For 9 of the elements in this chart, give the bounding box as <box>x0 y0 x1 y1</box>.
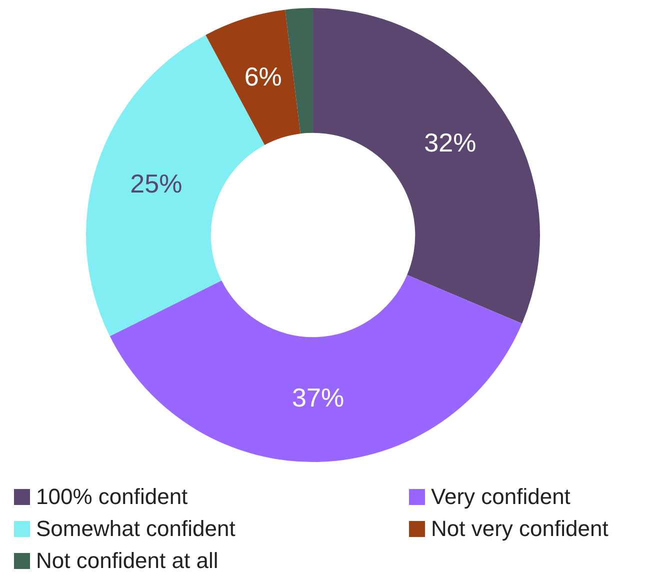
legend-label: 100% confident <box>36 484 188 510</box>
data-label: 6% <box>244 61 282 92</box>
legend-label: Very confident <box>431 484 570 510</box>
data-label: 25% <box>130 168 182 198</box>
legend-label: Not very confident <box>431 516 608 542</box>
data-label: 37% <box>292 382 344 413</box>
legend-label: Not confident at all <box>36 548 218 574</box>
legend-label: Somewhat confident <box>36 516 236 542</box>
data-label: 32% <box>424 127 476 158</box>
